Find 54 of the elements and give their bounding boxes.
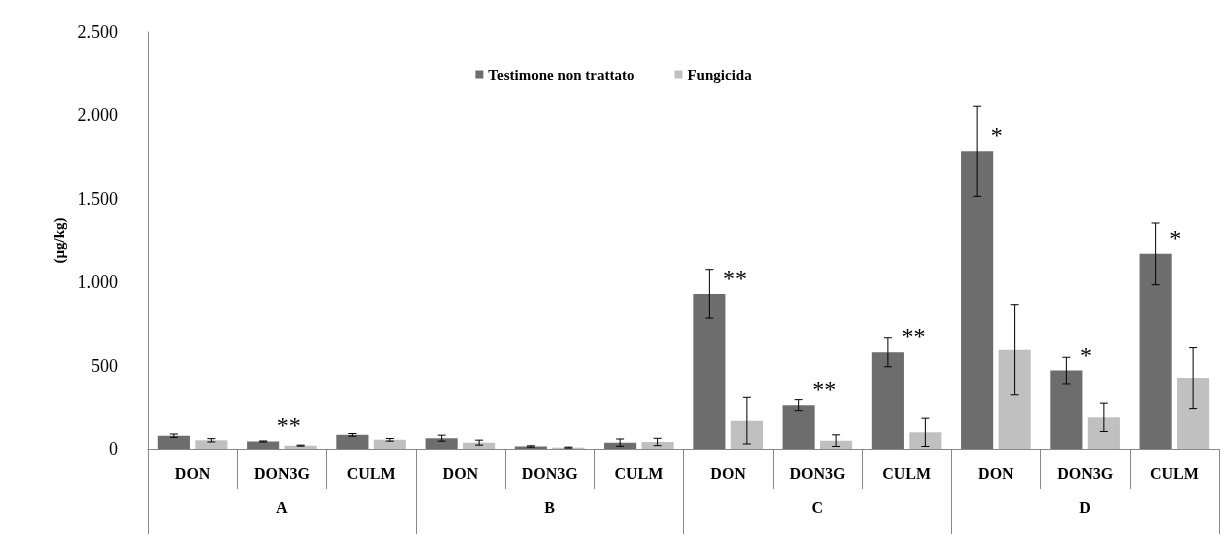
x-tick-label: DON — [442, 464, 479, 482]
x-tick-label: DON3G — [1057, 464, 1114, 482]
y-tick-label: 1.000 — [77, 272, 118, 293]
bar — [693, 293, 726, 449]
bar — [425, 438, 458, 449]
data-label: * — [1079, 341, 1092, 368]
data-label: ** — [901, 323, 926, 350]
bar — [820, 440, 853, 449]
text: B — [544, 498, 556, 516]
bar — [247, 441, 280, 449]
y-tick-label: 1.500 — [77, 188, 118, 209]
x-tick-label: CULM — [1149, 464, 1199, 482]
data-label: ** — [722, 264, 747, 291]
x-tick-label: DON — [174, 464, 211, 482]
y-axis-title: (µg/kg) — [51, 217, 69, 264]
x-tick-label: DON3G — [253, 464, 311, 482]
legend-label: Fungicida — [687, 66, 753, 83]
bar — [730, 420, 763, 449]
data-label: ** — [276, 412, 301, 439]
y-tick-label: 2.500 — [77, 22, 118, 42]
bar — [871, 352, 904, 449]
x-tick-label: DON — [710, 464, 747, 482]
y-tick-label: 500 — [91, 355, 118, 376]
data-label: ** — [812, 376, 837, 403]
x-tick-label: CULM — [614, 464, 664, 482]
y-tick-label: 2.000 — [77, 105, 118, 126]
bar — [1050, 370, 1083, 449]
x-tick-label: DON3G — [521, 464, 579, 482]
legend-label: Testimone non trattato — [488, 66, 635, 83]
text: D — [1079, 498, 1091, 516]
text: C — [811, 498, 824, 516]
x-tick-label: CULM — [346, 464, 396, 482]
x-tick-label: CULM — [882, 464, 932, 482]
bar — [961, 151, 994, 449]
bar — [514, 446, 547, 449]
data-label: * — [1169, 224, 1182, 251]
bar — [1139, 253, 1172, 449]
bar — [373, 439, 406, 449]
y-tick-label: 0 — [109, 439, 118, 459]
data-label: * — [990, 122, 1003, 149]
bar — [157, 435, 190, 449]
bar — [998, 349, 1031, 449]
bar — [463, 442, 496, 449]
bar — [1087, 417, 1120, 449]
bar — [336, 434, 369, 449]
bar — [1177, 378, 1210, 449]
x-tick-label: DON — [978, 464, 1015, 482]
bar — [641, 441, 674, 449]
bar — [909, 432, 942, 449]
x-tick-label: DON3G — [789, 464, 846, 482]
bar — [782, 405, 815, 449]
bar — [604, 442, 637, 449]
text: A — [276, 498, 289, 516]
bar — [195, 440, 228, 449]
